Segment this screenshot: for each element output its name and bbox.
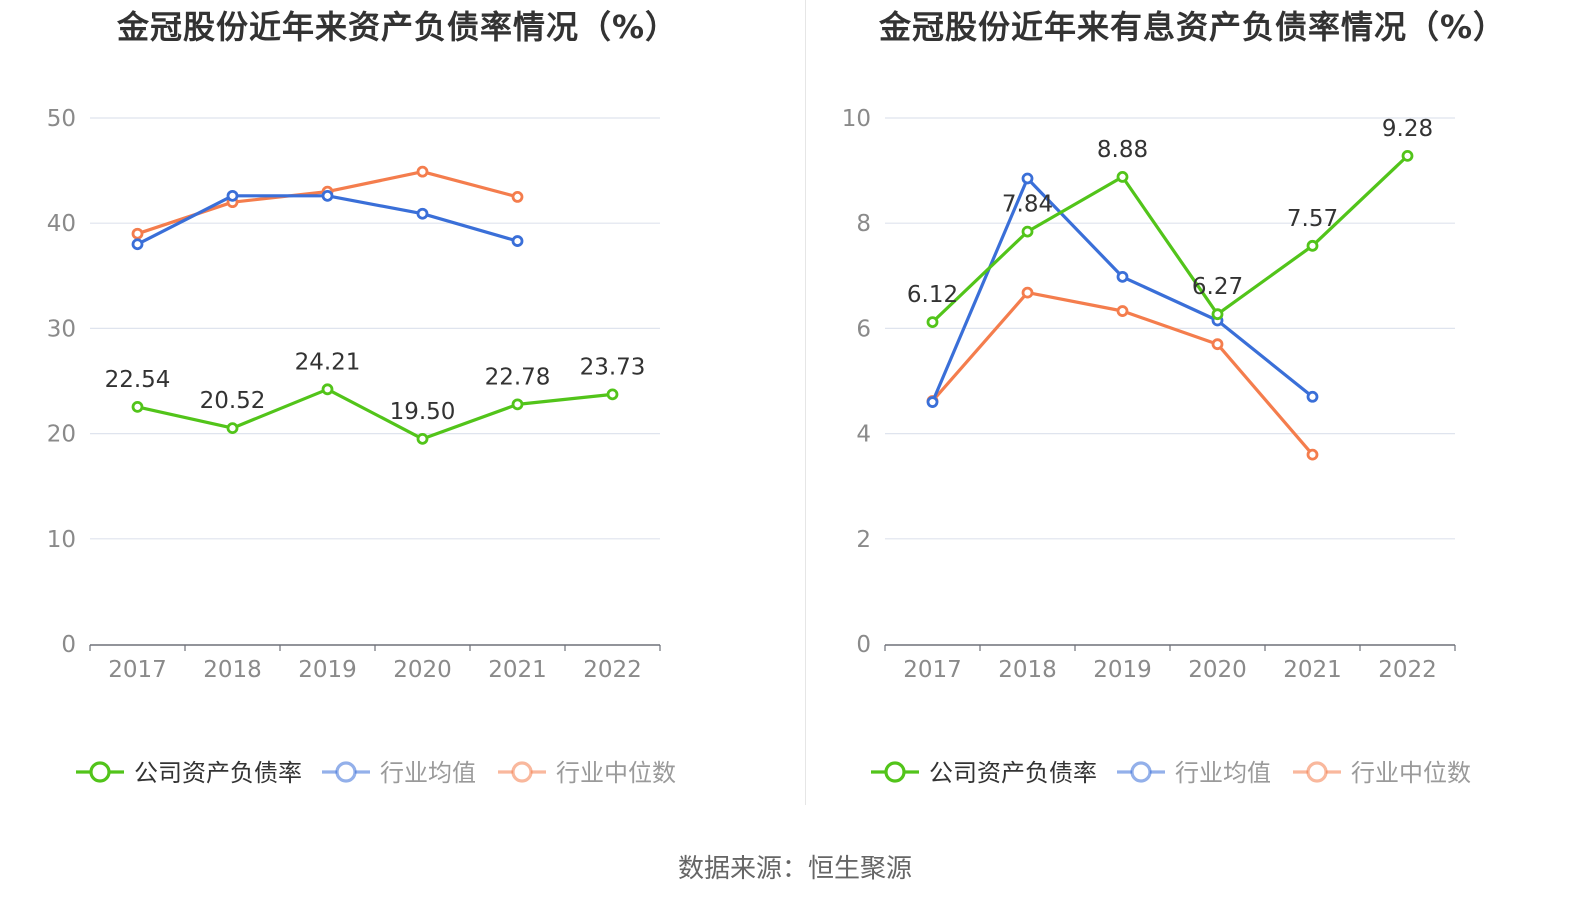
data-point xyxy=(416,165,429,178)
y-tick-label: 0 xyxy=(856,632,871,658)
chart-title-left: 金冠股份近年来资产负债率情况（%） xyxy=(116,8,679,46)
data-point xyxy=(1401,149,1414,162)
data-point xyxy=(416,432,429,445)
data-point xyxy=(1116,305,1129,317)
x-tick-label: 2021 xyxy=(1283,657,1342,683)
data-point xyxy=(1306,448,1319,461)
x-tick-label: 2019 xyxy=(298,657,357,683)
data-point xyxy=(606,388,619,401)
x-tick-label: 2019 xyxy=(1093,657,1152,683)
y-tick-label: 0 xyxy=(61,632,76,658)
series-line xyxy=(136,194,518,246)
x-tick-label: 2020 xyxy=(1188,657,1247,683)
legend-marker-icon xyxy=(1306,761,1328,783)
data-point xyxy=(1306,390,1319,403)
data-point xyxy=(1116,270,1129,283)
y-tick-label: 4 xyxy=(856,422,871,448)
y-tick-label: 30 xyxy=(47,316,76,342)
data-label: 20.52 xyxy=(200,388,266,414)
data-point xyxy=(131,238,144,251)
y-tick-label: 40 xyxy=(47,211,76,237)
data-label: 6.27 xyxy=(1192,274,1243,300)
data-point xyxy=(926,396,939,408)
data-point xyxy=(1211,308,1224,321)
series-line xyxy=(931,176,1314,403)
data-label: 23.73 xyxy=(580,354,646,380)
data-label: 8.88 xyxy=(1097,137,1148,163)
x-tick-label: 2022 xyxy=(583,657,642,683)
data-point xyxy=(226,422,239,435)
x-tick-label: 2017 xyxy=(903,657,962,683)
legend-label: 公司资产负债率 xyxy=(929,759,1097,787)
data-label: 7.84 xyxy=(1002,192,1053,218)
chart-panel-left: 金冠股份近年来资产负债率情况（%） 0 10 20 30 40 50 2017 2018 201… xyxy=(0,0,795,820)
data-point xyxy=(1306,239,1319,252)
data-source: 数据来源：恒生聚源 xyxy=(677,854,912,884)
data-point xyxy=(1021,225,1034,238)
y-tick-label: 20 xyxy=(47,422,76,448)
data-label: 9.28 xyxy=(1382,116,1433,142)
data-point xyxy=(226,189,239,202)
legend-marker-icon xyxy=(884,761,906,783)
data-point xyxy=(511,398,524,411)
x-tick-label: 2017 xyxy=(108,657,167,683)
x-tick-label: 2022 xyxy=(1378,657,1437,683)
series-line xyxy=(931,154,1409,324)
x-tick-label: 2018 xyxy=(998,657,1057,683)
chart-svg-left: 0 10 20 30 40 50 2017 2018 2019 2020 2021 2022 22.54… xyxy=(47,106,676,787)
legend-label: 行业中位数 xyxy=(1351,759,1471,787)
y-tick-label: 50 xyxy=(47,106,76,132)
y-tick-label: 10 xyxy=(47,527,76,553)
x-tick-label: 2018 xyxy=(203,657,262,683)
x-tick-label: 2020 xyxy=(393,657,452,683)
data-point xyxy=(321,383,334,396)
legend: 公司资产负债率 行业均值 行业中位数 xyxy=(76,759,676,787)
legend-marker-icon xyxy=(1130,761,1152,783)
y-tick-label: 6 xyxy=(856,316,871,342)
legend-label: 公司资产负债率 xyxy=(134,759,302,787)
legend-marker-icon xyxy=(89,761,111,783)
legend: 公司资产负债率 行业均值 行业中位数 xyxy=(871,759,1471,787)
data-point xyxy=(131,400,144,413)
data-label: 24.21 xyxy=(295,349,361,375)
legend-label: 行业中位数 xyxy=(556,759,676,787)
chart-svg-right: 0 2 4 6 8 10 2017 2018 2019 2020 2021 2022 6.12 7.84 8… xyxy=(842,106,1471,787)
legend-label: 行业均值 xyxy=(1175,759,1271,787)
y-tick-label: 8 xyxy=(856,211,871,237)
legend-marker-icon xyxy=(511,761,533,783)
series-line xyxy=(137,387,613,441)
data-label: 22.78 xyxy=(485,364,551,390)
chart-title-right: 金冠股份近年来有息资产负债率情况（%） xyxy=(878,8,1507,46)
data-label: 6.12 xyxy=(907,282,958,308)
data-point xyxy=(131,227,144,240)
data-label: 7.57 xyxy=(1287,206,1338,232)
y-tick-label: 10 xyxy=(842,106,871,132)
data-point xyxy=(511,190,524,203)
data-point xyxy=(1021,286,1034,299)
data-point xyxy=(511,235,524,247)
y-tick-label: 2 xyxy=(856,527,871,553)
data-point xyxy=(1021,172,1034,185)
panel-divider xyxy=(805,0,806,805)
data-point xyxy=(1116,171,1129,183)
legend-label: 行业均值 xyxy=(380,759,476,787)
data-point xyxy=(321,189,334,202)
data-point xyxy=(416,207,429,220)
chart-panel-right: 金冠股份近年来有息资产负债率情况（%） 0 2 4 6 8 10 2017 2018 2019 2… xyxy=(795,0,1590,820)
data-point xyxy=(1211,338,1224,351)
data-label: 19.50 xyxy=(390,399,456,425)
legend-marker-icon xyxy=(335,761,357,783)
data-label: 22.54 xyxy=(105,367,171,393)
x-tick-label: 2021 xyxy=(488,657,547,683)
data-point xyxy=(926,316,939,328)
